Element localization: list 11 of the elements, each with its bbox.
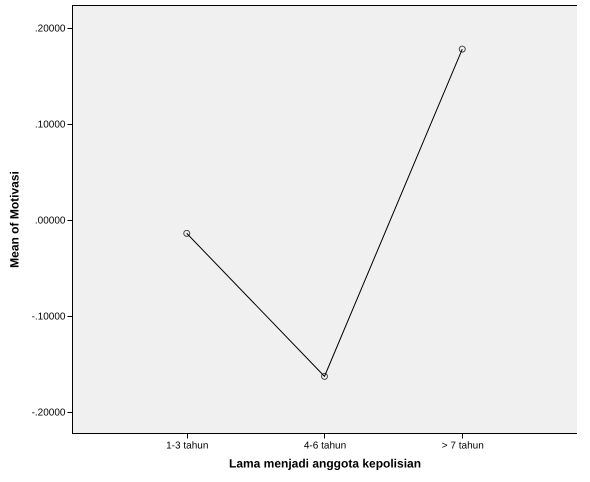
x-tick-label: 4-6 tahun	[304, 440, 346, 452]
x-tick-label: 1-3 tahun	[166, 440, 208, 452]
x-axis-title: Lama menjadi anggota kepolisian	[228, 456, 422, 470]
y-tick-label: .10000	[34, 119, 66, 130]
y-tick-label: -.20000	[32, 407, 66, 418]
y-tick-label: .20000	[34, 24, 66, 35]
y-tick-label: .00000	[34, 215, 66, 226]
y-axis-title: Mean of Motivasi	[8, 171, 22, 268]
point	[321, 372, 328, 380]
y-tick-label: -.10000	[32, 311, 66, 322]
x-tick-label: > 7 tahun	[442, 440, 484, 452]
